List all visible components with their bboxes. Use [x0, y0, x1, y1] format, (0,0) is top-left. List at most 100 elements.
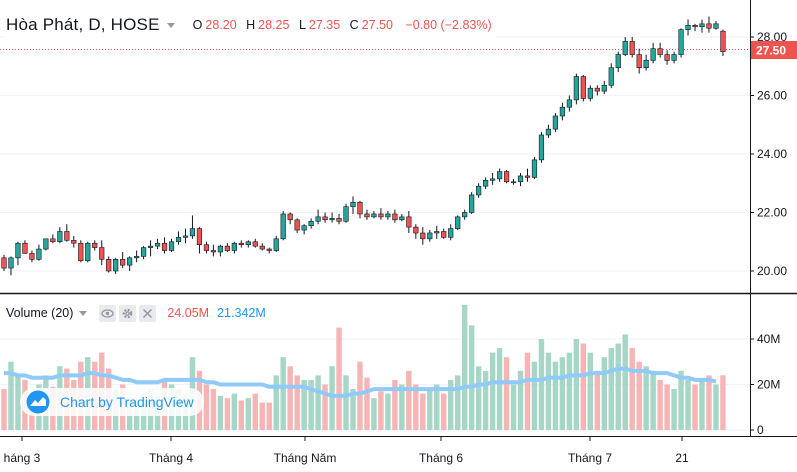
candle-body[interactable]: [476, 185, 482, 196]
volume-bar[interactable]: [538, 339, 545, 430]
volume-bar[interactable]: [287, 366, 293, 430]
candle-body[interactable]: [92, 242, 98, 248]
candle-body[interactable]: [343, 206, 349, 222]
volume-bar[interactable]: [713, 384, 719, 431]
volume-bar[interactable]: [371, 398, 377, 430]
volume-bar[interactable]: [455, 375, 461, 430]
volume-bar[interactable]: [650, 370, 656, 430]
candle-body[interactable]: [699, 23, 705, 28]
candle-body[interactable]: [175, 237, 182, 243]
volume-bar[interactable]: [420, 393, 426, 430]
chevron-down-icon[interactable]: [79, 310, 88, 316]
volume-bar[interactable]: [238, 400, 245, 430]
candle-body[interactable]: [559, 106, 565, 117]
candle-body[interactable]: [566, 99, 572, 108]
volume-bar[interactable]: [385, 393, 391, 430]
candle-body[interactable]: [238, 242, 244, 245]
volume-bar[interactable]: [566, 352, 573, 430]
candle-body[interactable]: [71, 239, 77, 244]
candle-body[interactable]: [629, 41, 635, 55]
volume-bar[interactable]: [510, 384, 517, 431]
candle-body[interactable]: [664, 54, 670, 61]
candle-body[interactable]: [713, 23, 719, 29]
candle-body[interactable]: [706, 23, 712, 29]
volume-bar[interactable]: [294, 375, 300, 430]
candle-body[interactable]: [350, 201, 356, 207]
candle-body[interactable]: [36, 248, 42, 260]
volume-bar[interactable]: [720, 375, 726, 430]
candle-body[interactable]: [671, 54, 677, 61]
candle-body[interactable]: [154, 242, 161, 247]
volume-bar[interactable]: [664, 384, 670, 431]
candle-body[interactable]: [64, 231, 70, 241]
volume-bar[interactable]: [699, 379, 705, 430]
candle-body[interactable]: [685, 24, 691, 30]
volume-bar[interactable]: [468, 325, 475, 430]
candle-body[interactable]: [413, 226, 419, 234]
volume-bar[interactable]: [441, 393, 447, 430]
candle-body[interactable]: [531, 159, 538, 178]
volume-bar[interactable]: [517, 370, 524, 430]
tradingview-watermark[interactable]: Chart by TradingView: [20, 388, 204, 416]
candle-body[interactable]: [441, 231, 447, 238]
volume-bar[interactable]: [15, 375, 21, 430]
candle-body[interactable]: [615, 54, 621, 69]
candle-body[interactable]: [29, 253, 35, 260]
volume-bar[interactable]: [350, 389, 356, 430]
volume-bar[interactable]: [496, 348, 503, 430]
volume-bar[interactable]: [545, 352, 552, 430]
volume-bar[interactable]: [336, 327, 342, 430]
volume-bar[interactable]: [357, 361, 363, 430]
volume-bar[interactable]: [273, 375, 279, 430]
candle-body[interactable]: [517, 175, 524, 183]
volume-bar[interactable]: [622, 334, 628, 430]
candle-body[interactable]: [378, 213, 384, 218]
candle-body[interactable]: [168, 241, 175, 251]
volume-bar[interactable]: [706, 375, 712, 430]
volume-bar[interactable]: [601, 357, 607, 430]
volume-bar[interactable]: [245, 398, 251, 430]
volume-bar[interactable]: [8, 361, 14, 430]
candle-body[interactable]: [448, 228, 454, 238]
volume-axis[interactable]: 40M 20M 0: [750, 332, 780, 437]
candle-body[interactable]: [287, 213, 293, 221]
candle-body[interactable]: [266, 248, 272, 251]
candle-body[interactable]: [552, 115, 559, 130]
volume-bar[interactable]: [594, 370, 600, 430]
volume-bar[interactable]: [503, 357, 510, 430]
volume-bar[interactable]: [643, 366, 649, 430]
candle-body[interactable]: [462, 212, 468, 218]
symbol-title[interactable]: Hòa Phát, D, HOSE: [6, 15, 160, 34]
price-series[interactable]: [1, 16, 726, 276]
candle-body[interactable]: [308, 220, 314, 226]
candle-body[interactable]: [336, 218, 342, 222]
volume-bar[interactable]: [559, 357, 566, 430]
candle-body[interactable]: [657, 48, 663, 55]
candle-body[interactable]: [650, 48, 656, 61]
candle-body[interactable]: [43, 238, 49, 250]
volume-bar[interactable]: [1, 389, 7, 430]
volume-bar[interactable]: [224, 398, 231, 430]
candle-body[interactable]: [196, 228, 203, 245]
candle-body[interactable]: [203, 244, 210, 251]
candle-body[interactable]: [329, 218, 335, 221]
volume-bar[interactable]: [671, 389, 677, 430]
volume-bar[interactable]: [531, 361, 538, 430]
volume-bar[interactable]: [413, 384, 419, 431]
candle-body[interactable]: [406, 216, 412, 228]
volume-bar[interactable]: [615, 343, 621, 430]
eye-icon[interactable]: [99, 304, 117, 322]
volume-bar[interactable]: [427, 389, 433, 430]
candle-body[interactable]: [134, 256, 140, 259]
candle-body[interactable]: [210, 250, 217, 253]
volume-bar[interactable]: [399, 384, 405, 431]
candle-body[interactable]: [1, 257, 7, 269]
volume-bar[interactable]: [301, 379, 307, 430]
candle-body[interactable]: [22, 242, 28, 254]
candle-body[interactable]: [622, 41, 628, 55]
volume-bar[interactable]: [217, 395, 224, 430]
volume-bar[interactable]: [280, 357, 286, 430]
candle-body[interactable]: [489, 178, 496, 181]
volume-bar[interactable]: [580, 343, 587, 430]
candle-body[interactable]: [259, 245, 265, 250]
